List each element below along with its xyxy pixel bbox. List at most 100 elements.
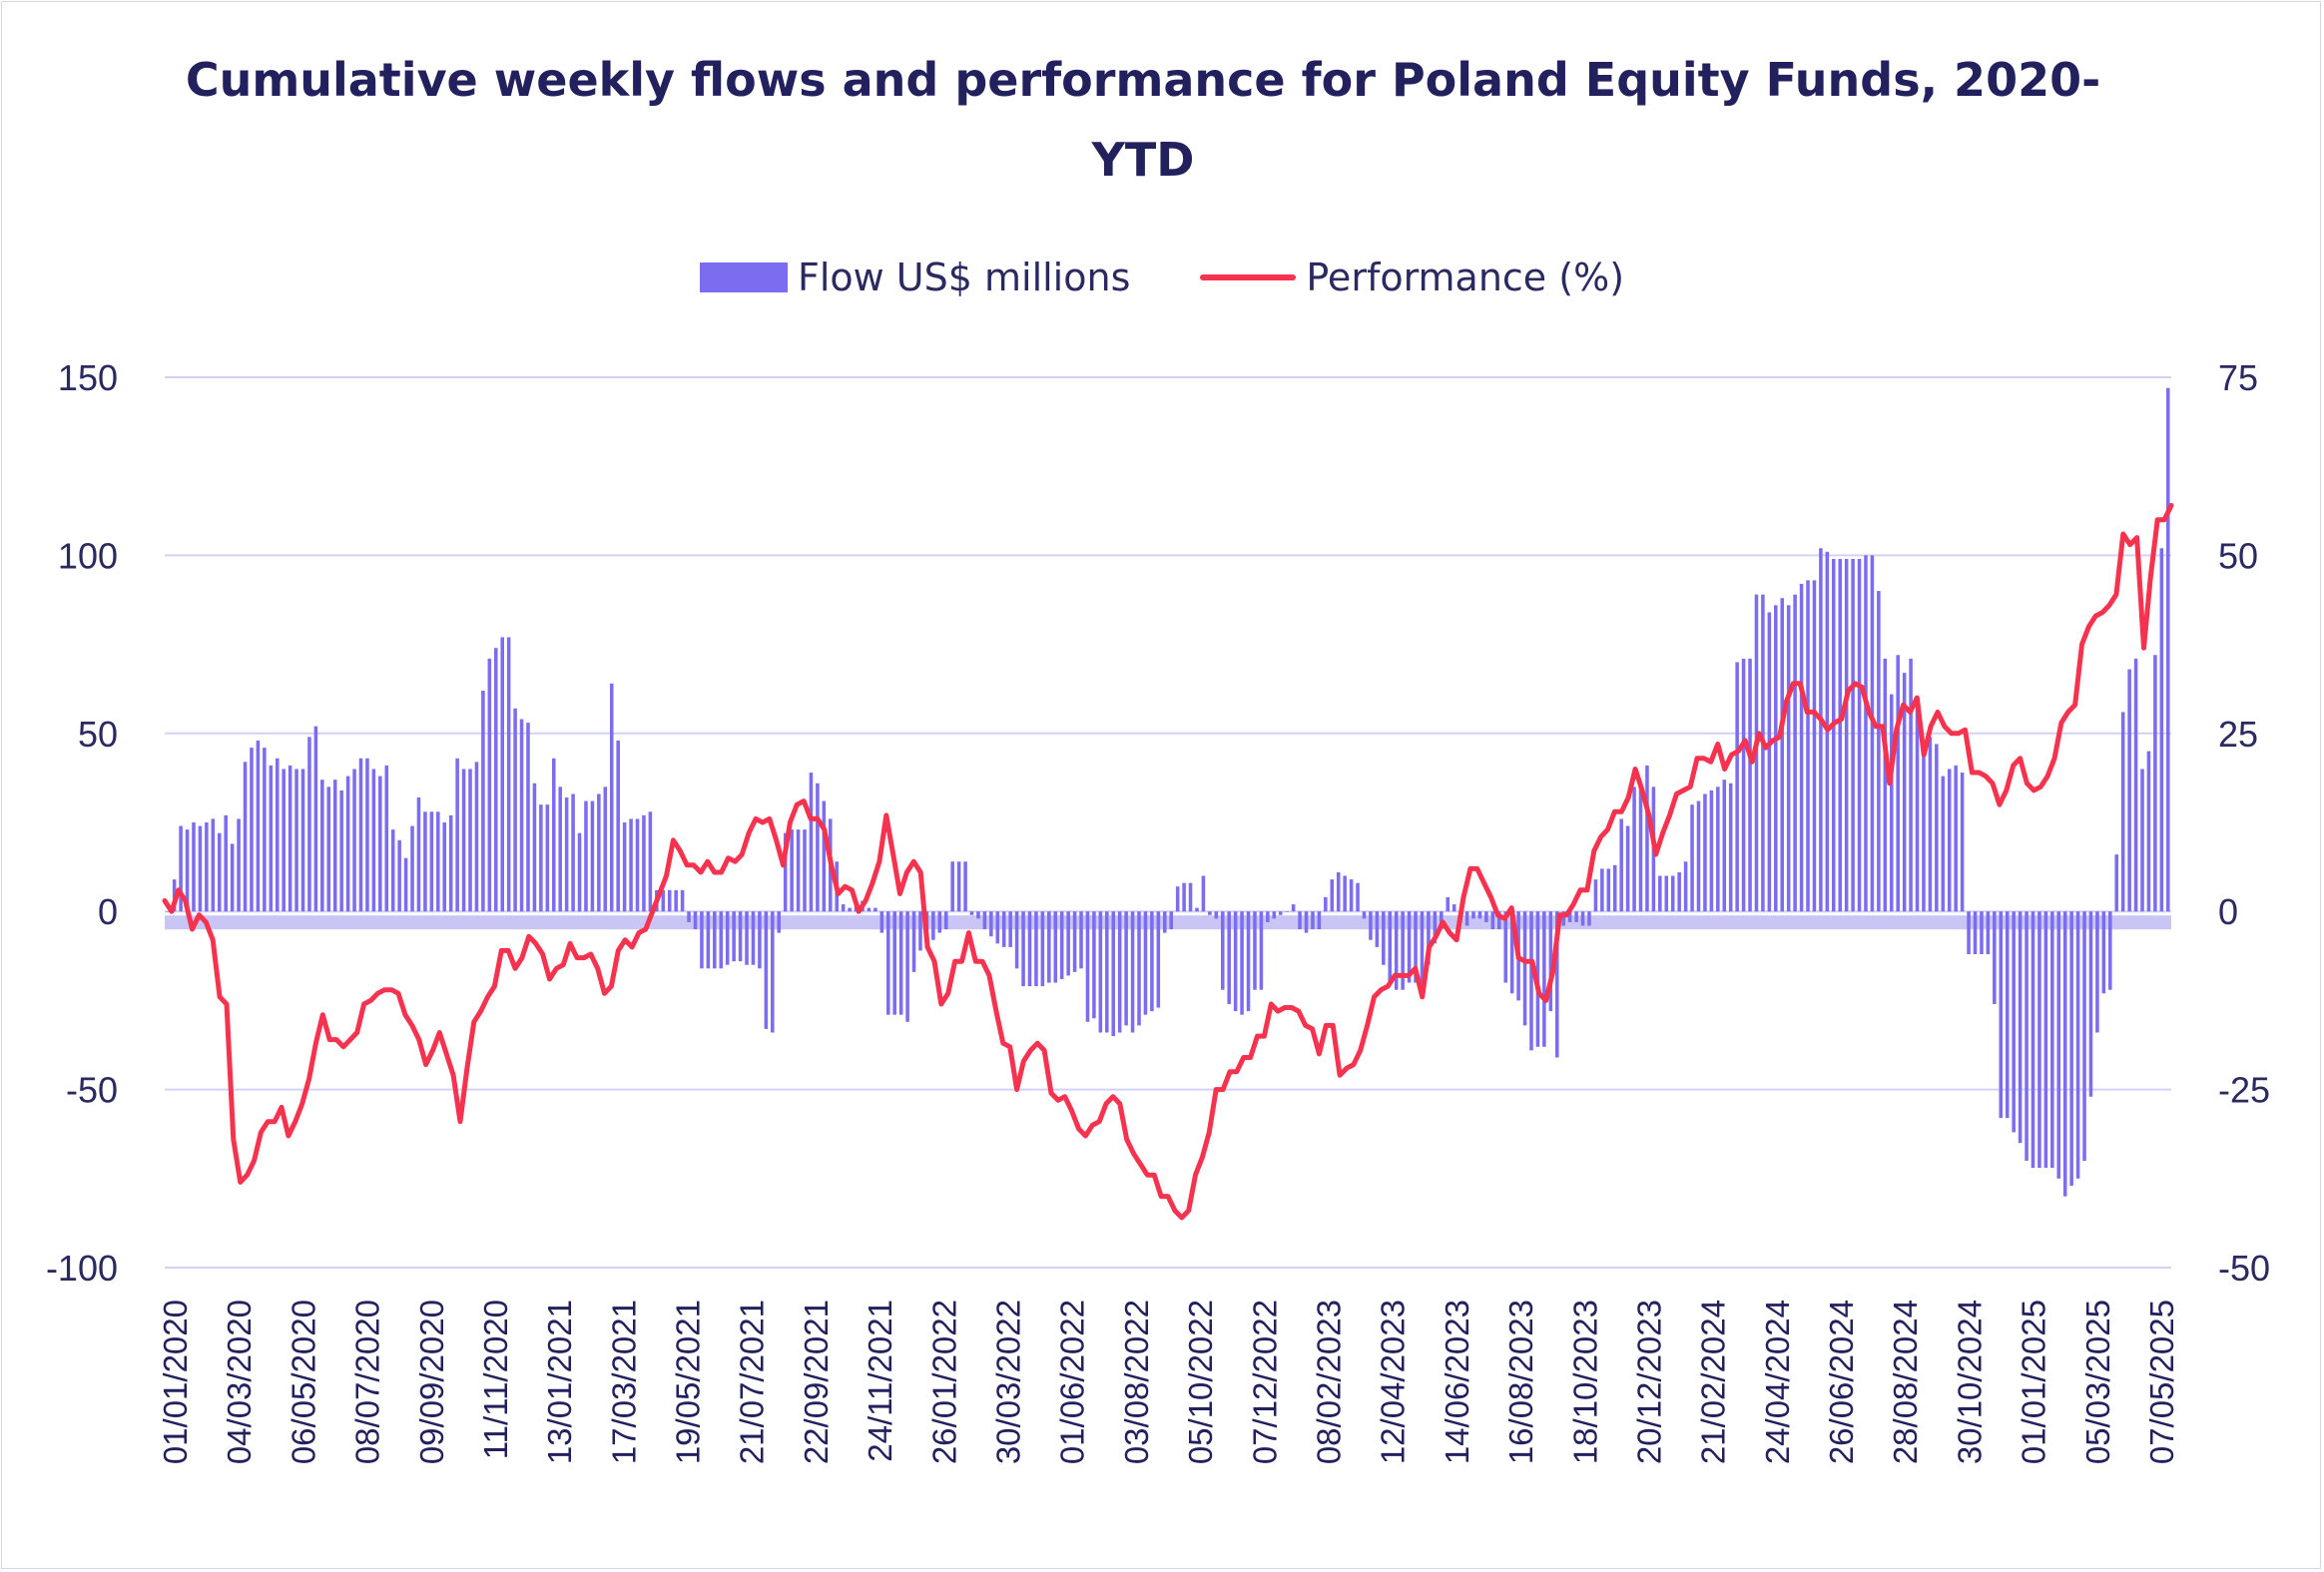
flow-bar[interactable] — [1902, 673, 1907, 912]
flow-bar[interactable] — [1414, 911, 1418, 983]
flow-bar[interactable] — [2075, 911, 2080, 1179]
flow-bar[interactable] — [1864, 555, 1868, 912]
flow-bar[interactable] — [1214, 911, 1219, 919]
flow-bar[interactable] — [1182, 882, 1186, 912]
flow-bar[interactable] — [494, 648, 498, 912]
flow-bar[interactable] — [1722, 780, 1727, 912]
flow-bar[interactable] — [1304, 911, 1309, 933]
flow-bar[interactable] — [1111, 911, 1116, 1037]
flow-bar[interactable] — [390, 829, 395, 912]
flow-bar[interactable] — [429, 811, 434, 912]
flow-bar[interactable] — [1497, 911, 1501, 930]
flow-bar[interactable] — [2127, 669, 2131, 912]
flow-bar[interactable] — [1767, 612, 1772, 912]
flow-bar[interactable] — [771, 911, 775, 1033]
flow-bar[interactable] — [1291, 904, 1296, 912]
flow-bar[interactable] — [1349, 879, 1354, 912]
flow-bar[interactable] — [1632, 786, 1636, 912]
flow-bar[interactable] — [1098, 911, 1103, 1033]
flow-bar[interactable] — [1941, 776, 1946, 912]
flow-bar[interactable] — [1420, 911, 1425, 997]
flow-bar[interactable] — [674, 889, 678, 912]
flow-bar[interactable] — [1311, 911, 1315, 930]
flow-bar[interactable] — [205, 822, 209, 912]
flow-bar[interactable] — [629, 818, 633, 912]
flow-bar[interactable] — [1896, 655, 1900, 912]
flow-bar[interactable] — [931, 911, 935, 940]
flow-bar[interactable] — [1471, 911, 1475, 919]
flow-bar[interactable] — [1105, 911, 1109, 1033]
flow-bar[interactable] — [1156, 911, 1161, 1008]
flow-bar[interactable] — [1137, 911, 1141, 1026]
flow-bar[interactable] — [1716, 786, 1720, 912]
flow-bar[interactable] — [687, 911, 691, 922]
flow-bar[interactable] — [179, 825, 183, 912]
flow-bar[interactable] — [1150, 911, 1154, 1012]
legend-item-flow[interactable]: Flow US$ millions — [699, 256, 1130, 299]
flow-bar[interactable] — [300, 769, 305, 912]
flow-bar[interactable] — [969, 911, 974, 915]
flow-bar[interactable] — [1208, 911, 1212, 915]
flow-bar[interactable] — [693, 911, 698, 930]
flow-bar[interactable] — [635, 818, 640, 912]
flow-bar[interactable] — [2018, 911, 2023, 1144]
flow-bar[interactable] — [2133, 658, 2138, 912]
flow-bar[interactable] — [2082, 911, 2086, 1161]
flow-bar[interactable] — [1548, 911, 1553, 1012]
flow-bar[interactable] — [442, 822, 447, 912]
flow-bar[interactable] — [1195, 907, 1199, 912]
flow-bar[interactable] — [1993, 911, 1997, 1004]
legend-item-performance[interactable]: Performance (%) — [1200, 256, 1624, 299]
flow-bar[interactable] — [423, 811, 427, 912]
flow-bar[interactable] — [487, 658, 492, 912]
flow-bar[interactable] — [1980, 911, 1984, 955]
flow-bar[interactable] — [1175, 886, 1180, 912]
flow-bar[interactable] — [345, 776, 350, 912]
flow-bar[interactable] — [783, 832, 788, 912]
flow-bar[interactable] — [2056, 911, 2061, 1179]
flow-bar[interactable] — [1220, 911, 1225, 990]
flow-bar[interactable] — [307, 737, 311, 912]
flow-bar[interactable] — [841, 904, 846, 912]
flow-bar[interactable] — [436, 811, 440, 912]
flow-bar[interactable] — [1484, 911, 1488, 922]
flow-bar[interactable] — [481, 690, 485, 912]
flow-bar[interactable] — [1382, 911, 1386, 965]
flow-bar[interactable] — [898, 911, 903, 1015]
flow-bar[interactable] — [963, 861, 967, 912]
flow-bar[interactable] — [2153, 655, 2157, 912]
flow-bar[interactable] — [2114, 854, 2119, 912]
flow-bar[interactable] — [2088, 911, 2093, 1097]
flow-bar[interactable] — [513, 708, 517, 912]
flow-bar[interactable] — [1034, 911, 1038, 987]
flow-bar[interactable] — [1587, 911, 1591, 926]
flow-bar[interactable] — [1561, 911, 1565, 926]
flow-bar[interactable] — [2120, 712, 2125, 912]
flow-bar[interactable] — [410, 825, 414, 912]
flow-bar[interactable] — [243, 762, 248, 912]
flow-bar[interactable] — [1612, 864, 1617, 912]
flow-bar[interactable] — [1580, 911, 1585, 926]
flow-bar[interactable] — [1066, 911, 1070, 976]
flow-bar[interactable] — [1336, 871, 1341, 912]
flow-bar[interactable] — [474, 762, 479, 912]
flow-bar[interactable] — [918, 911, 922, 951]
flow-bar[interactable] — [2012, 911, 2016, 1133]
flow-bar[interactable] — [950, 861, 954, 912]
flow-bar[interactable] — [1883, 658, 1888, 912]
flow-bar[interactable] — [2069, 911, 2073, 1186]
flow-bar[interactable] — [237, 818, 241, 912]
flow-bar[interactable] — [1085, 911, 1090, 1022]
flow-bar[interactable] — [1967, 911, 1971, 955]
flow-bar[interactable] — [1973, 911, 1978, 955]
flow-bar[interactable] — [1401, 911, 1405, 990]
flow-bar[interactable] — [275, 758, 280, 912]
flow-bar[interactable] — [1928, 737, 1933, 912]
flow-bar[interactable] — [1664, 875, 1669, 912]
flow-bar[interactable] — [1851, 558, 1855, 912]
flow-bar[interactable] — [622, 822, 627, 912]
flow-bar[interactable] — [532, 783, 537, 912]
flow-bar[interactable] — [1388, 911, 1393, 983]
flow-bar[interactable] — [2005, 911, 2010, 1119]
flow-bar[interactable] — [1324, 896, 1328, 912]
